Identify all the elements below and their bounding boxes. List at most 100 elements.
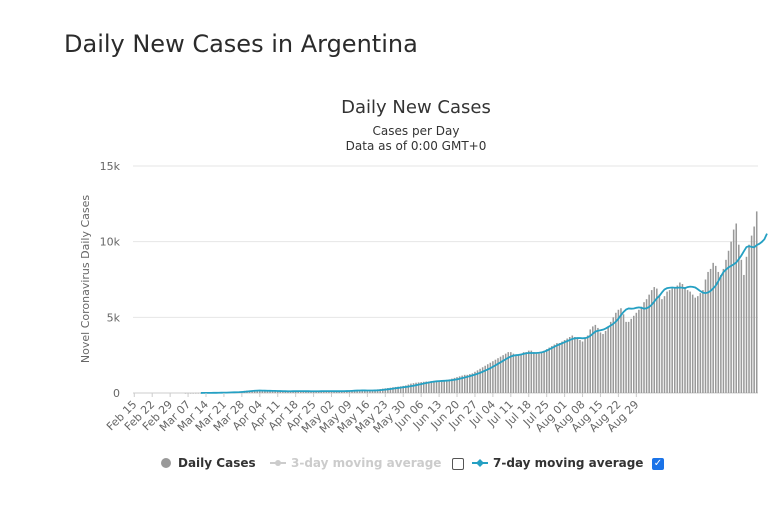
daily-cases-bar	[551, 346, 553, 393]
daily-cases-bar	[192, 392, 194, 394]
daily-cases-bar	[374, 389, 376, 393]
daily-cases-bar	[497, 358, 499, 393]
daily-cases-bar	[502, 355, 504, 393]
daily-cases-bar	[699, 293, 702, 393]
daily-cases-bar	[753, 226, 755, 393]
daily-cases-bar	[305, 391, 307, 393]
daily-cases-bar	[755, 211, 758, 393]
daily-cases-bar	[430, 381, 433, 393]
ma3-checkbox[interactable]	[452, 458, 464, 470]
daily-cases-bar	[361, 390, 364, 393]
daily-cases-bar	[689, 291, 691, 393]
daily-cases-bar	[486, 364, 489, 393]
daily-cases-bar	[456, 377, 458, 393]
daily-cases-bar	[266, 390, 269, 393]
daily-cases-bar	[615, 312, 617, 393]
daily-cases-bar	[714, 265, 717, 393]
daily-cases-bar	[276, 391, 279, 393]
daily-cases-bar	[364, 390, 366, 393]
daily-cases-bar	[381, 388, 384, 393]
daily-cases-bar	[264, 391, 266, 393]
daily-cases-bar	[389, 387, 392, 393]
daily-cases-bar	[676, 285, 679, 393]
daily-cases-bar	[571, 335, 574, 393]
daily-cases-bar	[673, 287, 676, 393]
daily-cases-bar	[671, 288, 673, 393]
daily-cases-bar	[607, 326, 609, 393]
daily-cases-bar	[420, 382, 422, 393]
legend-item-ma7[interactable]: 7-day moving average	[472, 456, 643, 470]
daily-cases-bar	[553, 344, 556, 393]
daily-cases-bar	[422, 381, 425, 393]
daily-cases-bar	[720, 274, 722, 393]
daily-cases-bar	[548, 347, 551, 393]
daily-cases-bar	[504, 353, 507, 393]
daily-cases-bar	[387, 388, 389, 393]
daily-cases-bar	[609, 321, 612, 393]
chart-title: Daily New Cases	[341, 97, 491, 118]
daily-cases-bar	[412, 383, 415, 393]
daily-cases-bar	[568, 337, 571, 393]
daily-cases-bar	[540, 352, 543, 393]
daily-cases-bar	[633, 315, 635, 393]
daily-cases-bar	[745, 256, 748, 393]
daily-cases-bar	[499, 356, 502, 393]
daily-cases-bar	[722, 268, 725, 393]
daily-cases-bar	[592, 326, 594, 393]
daily-cases-bar	[330, 391, 333, 393]
daily-cases-bar	[602, 333, 604, 393]
daily-cases-bar	[489, 362, 492, 393]
daily-cases-bar	[328, 391, 330, 393]
daily-cases-bar	[725, 259, 727, 393]
daily-cases-bar	[543, 350, 545, 393]
ma7-line	[200, 233, 768, 394]
daily-cases-bar	[469, 374, 471, 393]
daily-cases-bar	[663, 296, 666, 393]
legend-item-daily-cases[interactable]: Daily Cases	[161, 456, 256, 470]
daily-cases-bar	[581, 341, 584, 393]
daily-cases-bar	[597, 327, 599, 393]
daily-cases-bar	[253, 390, 256, 393]
daily-cases-bar	[686, 290, 689, 393]
daily-cases-bar	[586, 335, 589, 393]
daily-cases-bar	[256, 390, 258, 393]
daily-cases-bar	[466, 374, 469, 393]
daily-cases-bar	[576, 338, 579, 393]
legend-item-ma3[interactable]: 3-day moving average	[270, 456, 441, 470]
legend: Daily Cases 3-day moving average 7-day m…	[161, 456, 643, 470]
daily-cases-bar	[732, 229, 735, 393]
daily-cases-bar	[358, 390, 361, 393]
daily-cases-bar	[484, 365, 486, 393]
daily-cases-bar	[443, 380, 445, 393]
daily-cases-bar	[640, 306, 643, 393]
daily-cases-bar	[261, 391, 264, 393]
daily-cases-bar	[558, 343, 561, 393]
ma7-checkbox[interactable]: ✓	[652, 458, 664, 470]
daily-cases-bar	[476, 370, 479, 393]
daily-cases-bar	[481, 367, 484, 393]
daily-cases-bar	[566, 338, 568, 393]
daily-cases-bar	[750, 235, 753, 393]
daily-cases-bar	[653, 287, 656, 393]
daily-cases-bar	[479, 368, 481, 393]
daily-cases-bar	[425, 381, 428, 393]
daily-cases-bar	[492, 361, 494, 393]
daily-cases-bar	[453, 377, 456, 393]
daily-cases-bar	[325, 391, 328, 393]
ma7-marker	[476, 459, 484, 467]
daily-cases-bar	[658, 294, 661, 393]
daily-cases-bar	[530, 350, 533, 393]
daily-cases-bar	[397, 386, 399, 393]
daily-cases-bar	[302, 391, 305, 393]
daily-cases-bar	[604, 330, 607, 393]
daily-cases-bar	[707, 271, 709, 393]
daily-cases-bar	[735, 223, 737, 393]
y-tick-label: 5k	[107, 311, 121, 324]
daily-cases-bar	[451, 378, 453, 393]
daily-cases-bar	[446, 379, 448, 393]
daily-cases-bar	[402, 385, 405, 393]
daily-cases-bar	[394, 386, 397, 393]
daily-cases-bar	[461, 375, 463, 393]
